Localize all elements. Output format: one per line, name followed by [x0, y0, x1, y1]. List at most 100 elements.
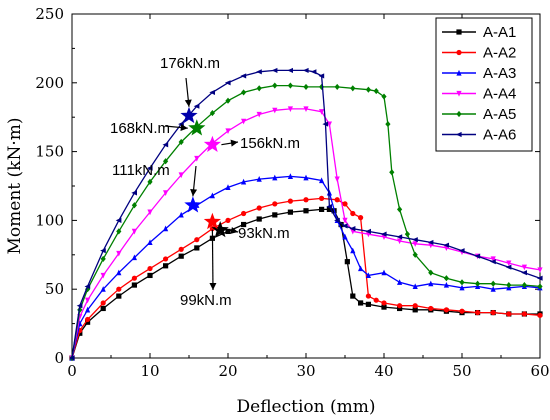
legend-item-a-a6: A-A6 [442, 127, 516, 144]
data-point [412, 237, 418, 243]
data-point [373, 87, 379, 95]
data-point [287, 198, 293, 204]
data-point [163, 263, 169, 269]
data-point [116, 286, 122, 292]
data-point [163, 225, 169, 232]
series-line-a-a5 [71, 84, 541, 359]
data-point [287, 209, 293, 215]
data-point [326, 189, 332, 196]
data-point [100, 305, 106, 312]
legend-item-a-a5: A-A5 [442, 106, 516, 123]
data-point [381, 300, 387, 306]
data-point [397, 305, 403, 312]
data-point [474, 253, 481, 259]
data-point [224, 80, 231, 86]
data-point [272, 82, 278, 89]
data-point [178, 253, 184, 259]
data-point [85, 316, 91, 323]
data-point [131, 282, 137, 288]
data-point [194, 245, 200, 251]
annotation-arrow [184, 77, 192, 107]
data-point [342, 233, 348, 240]
legend-label: A-A4 [483, 86, 516, 103]
data-point [521, 264, 527, 271]
annotation-label: 93kN.m [238, 225, 290, 242]
data-point [163, 158, 169, 165]
data-point [287, 106, 293, 113]
data-point [225, 97, 231, 104]
data-point [427, 239, 434, 246]
data-point [397, 238, 403, 245]
legend-marker [456, 49, 462, 56]
data-point [537, 312, 543, 318]
series-line-a-a4 [71, 108, 541, 359]
annotation-168kn-m: 168kN.m [110, 119, 206, 137]
plot-area: 0 10 20 30 40 50 60 0 50 100 150 200 250 [35, 5, 549, 380]
arrow-head [209, 282, 217, 290]
star-marker [211, 221, 229, 238]
series-layer [68, 67, 543, 362]
data-point [342, 201, 348, 207]
data-point [318, 73, 325, 79]
data-point [100, 248, 106, 254]
data-point [358, 265, 364, 272]
data-point [365, 86, 371, 93]
data-point [326, 206, 332, 212]
annotation-111kn-m: 111kN.m [112, 162, 202, 213]
data-point [209, 89, 215, 96]
star-marker [180, 106, 198, 124]
data-point [319, 206, 325, 212]
data-point [443, 307, 449, 313]
data-point [178, 172, 184, 179]
data-point [256, 216, 262, 222]
data-point [271, 67, 278, 74]
data-point [338, 221, 344, 228]
x-tick-label: 10 [140, 362, 159, 380]
data-point [334, 83, 340, 91]
data-point [506, 281, 512, 289]
data-point [428, 305, 434, 312]
data-point [459, 284, 465, 291]
data-point [68, 355, 75, 361]
data-point [322, 121, 329, 127]
data-point [162, 142, 169, 148]
data-point [256, 205, 262, 211]
series-line-a-a3 [71, 175, 541, 359]
annotation-arrow [190, 165, 198, 197]
data-point [163, 256, 169, 262]
data-point [147, 178, 153, 185]
data-point [443, 242, 449, 248]
data-point [397, 279, 403, 285]
series-a-a3 [69, 173, 543, 361]
data-point [521, 270, 527, 276]
data-point [341, 223, 348, 229]
legend-label: A-A6 [483, 127, 516, 144]
x-tick-label: 0 [67, 362, 77, 380]
y-tick-label: 250 [35, 5, 64, 23]
data-point [131, 190, 137, 196]
star-marker [203, 135, 221, 152]
data-point [350, 210, 356, 217]
annotation-99kn-m: 99kN.m [180, 212, 232, 309]
data-point [428, 269, 434, 276]
y-axis-title: Moment (kN·m) [5, 118, 25, 255]
data-point [256, 111, 262, 118]
legend-item-a-a3: A-A3 [442, 65, 516, 82]
data-point [100, 272, 106, 279]
data-point [506, 311, 512, 317]
data-point [225, 128, 231, 135]
legend-label: A-A1 [483, 24, 516, 41]
data-point [146, 165, 153, 171]
data-point [178, 211, 184, 218]
data-point [147, 209, 153, 216]
data-point [85, 306, 91, 313]
data-point [490, 280, 496, 287]
data-point [475, 309, 481, 316]
data-point [334, 217, 340, 223]
data-point [350, 85, 356, 92]
data-point [428, 280, 434, 287]
y-tick-label: 100 [35, 211, 64, 229]
annotation-label: 168kN.m [110, 120, 170, 137]
data-point [100, 286, 106, 292]
data-point [209, 192, 215, 199]
